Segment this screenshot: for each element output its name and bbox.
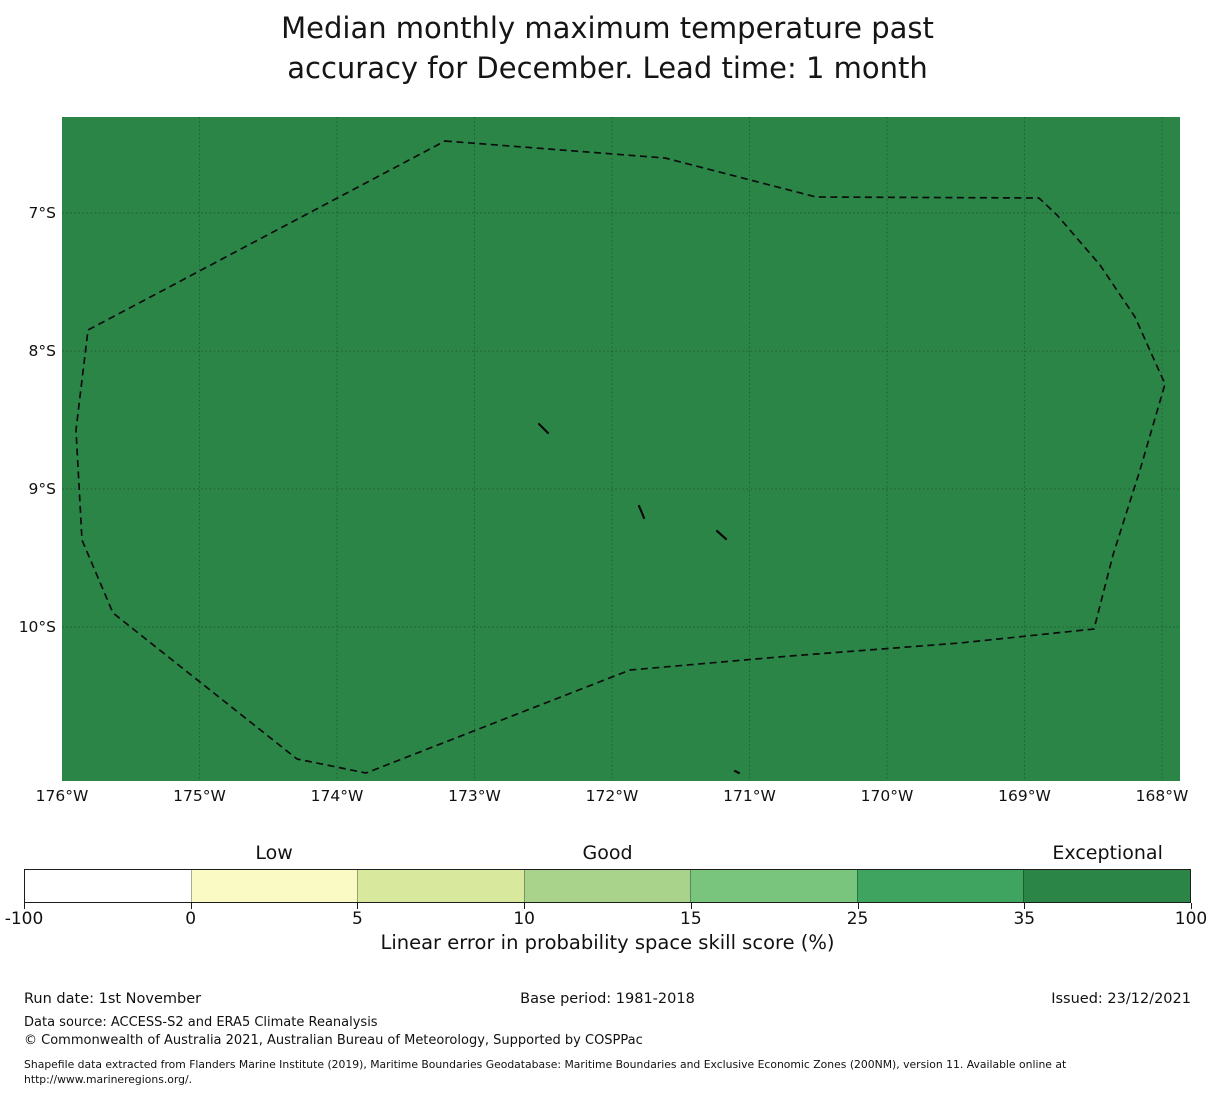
colorbar-tick [1191,903,1192,909]
y-tick-label: 7°S [28,204,56,222]
colorbar-segment [190,870,358,902]
colorbar-tick-label: 0 [185,909,197,929]
shapefile-credit-line2: http://www.marineregions.org/. [24,1073,193,1086]
colorbar-tick [1024,903,1026,909]
y-tick-label: 9°S [28,480,56,498]
x-tick-label: 172°W [585,787,639,805]
copyright-text: © Commonwealth of Australia 2021, Austra… [24,1033,643,1048]
island-mark [715,529,728,541]
map-panel [62,117,1180,781]
map-fill-region [62,117,1180,781]
colorbar-segment [690,870,857,902]
colorbar-tick [190,903,192,909]
colorbar-category-label: Low [255,842,293,864]
eez-boundary [75,140,1166,774]
colorbar-tick-label: 10 [513,909,535,929]
base-period-text: Base period: 1981-2018 [520,991,695,1007]
x-tick-label: 173°W [448,787,501,805]
chart-title-line2: accuracy for December. Lead time: 1 mont… [287,51,928,85]
colorbar-tick [690,903,692,909]
y-tick-label: 8°S [28,342,56,360]
colorbar-segment [357,870,524,902]
run-date-text: Run date: 1st November [24,991,202,1007]
colorbar-tick-label: 25 [846,909,869,929]
colorbar-axis-label: Linear error in probability space skill … [380,931,835,954]
colorbar-tick-label: 15 [680,909,702,929]
shapefile-credit-text: Shapefile data extracted from Flanders M… [24,1057,1066,1087]
island-mark [733,769,741,775]
y-tick-label: 10°S [18,618,56,636]
x-tick-label: 171°W [723,787,776,805]
colorbar-tick [857,903,859,909]
colorbar-segment [523,870,691,902]
data-source-text: Data source: ACCESS-S2 and ERA5 Climate … [24,1015,378,1030]
colorbar [24,869,1191,903]
map-canvas [62,117,1180,781]
colorbar-tick [357,903,359,909]
x-tick-label: 174°W [310,787,364,805]
chart-title: Median monthly maximum temperature past … [0,8,1215,88]
colorbar-tick [524,903,526,909]
x-tick-label: 168°W [1135,787,1189,805]
shapefile-credit-line1: Shapefile data extracted from Flanders M… [24,1058,1067,1071]
x-tick-label: 175°W [173,787,226,805]
colorbar-category-label: Exceptional [1052,842,1163,864]
colorbar-tick-label: -100 [4,909,44,929]
colorbar-segment [856,870,1024,902]
colorbar-category-label: Good [582,842,633,864]
x-tick-label: 176°W [35,787,89,805]
colorbar-tick-label: 5 [352,909,363,929]
island-mark [637,504,646,520]
colorbar-tick-label: 35 [1013,909,1036,929]
colorbar-segment [1023,870,1191,902]
island-mark [537,422,550,435]
colorbar-tick-label: 100 [1174,909,1208,929]
chart-title-line1: Median monthly maximum temperature past [281,11,934,45]
x-tick-label: 170°W [860,787,914,805]
colorbar-segment [25,870,191,902]
issued-text: Issued: 23/12/2021 [1051,991,1191,1007]
colorbar-tick [24,903,25,909]
x-tick-label: 169°W [998,787,1051,805]
